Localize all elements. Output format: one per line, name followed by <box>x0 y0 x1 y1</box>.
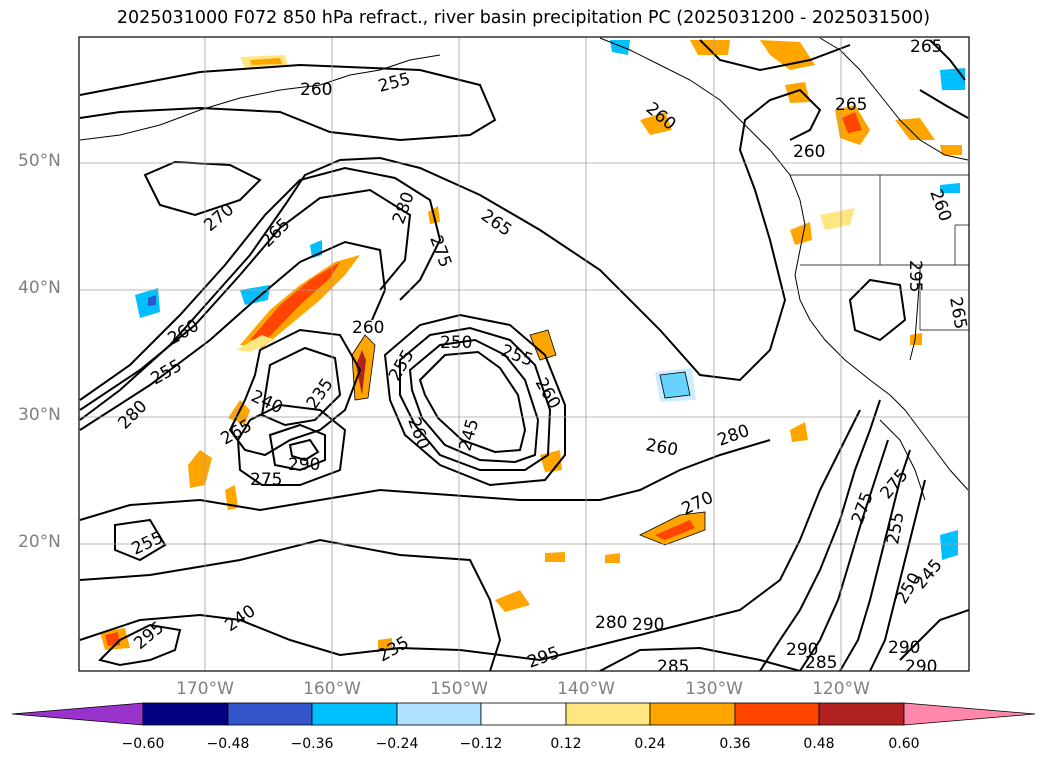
contour-label: 290 <box>632 615 664 635</box>
colorbar-tick-label: −0.48 <box>206 736 250 752</box>
colorbar-segment <box>818 702 905 726</box>
contour-label: 265 <box>477 206 515 241</box>
latitude-label: 20°N <box>18 532 61 552</box>
contour-label: 240 <box>248 386 286 418</box>
contour-label: 260 <box>644 435 679 460</box>
contour-label: 260 <box>531 375 565 413</box>
contour-label: 275 <box>848 489 878 526</box>
contour-label: 275 <box>250 470 282 490</box>
contour-label: 275 <box>877 465 913 503</box>
longitude-label: 130°W <box>685 679 743 699</box>
plot-area: 265 255 260 265 260 260 270 265 280 275 … <box>79 37 970 677</box>
contour-label: 275 <box>425 233 455 270</box>
contour-label: 245 <box>456 417 484 454</box>
colorbar-segment <box>227 702 313 726</box>
latitude-label: 30°N <box>18 405 61 425</box>
contour-label: 290 <box>786 640 818 660</box>
colorbar <box>11 702 1036 726</box>
colorbar-extend-high <box>903 702 1036 726</box>
longitude-label: 170°W <box>176 679 234 699</box>
contour-label: 280 <box>389 189 419 226</box>
contour-label: 295 <box>130 618 168 654</box>
contour-label: 270 <box>200 200 238 236</box>
shading-outlines <box>351 329 706 546</box>
contour-label: 290 <box>888 638 920 658</box>
colorbar-tick-label: 0.60 <box>888 736 920 752</box>
contour-label: 250 <box>440 333 472 353</box>
contour-label: 290 <box>288 455 320 475</box>
precipitation-shading <box>100 40 965 650</box>
colorbar-segment <box>480 702 567 726</box>
latitude-label: 40°N <box>18 278 61 298</box>
colorbar-tick-label: −0.12 <box>459 736 503 752</box>
colorbar-tick-label: 0.48 <box>803 736 835 752</box>
contour-label: 255 <box>376 69 413 97</box>
contour-label: 265 <box>257 214 294 251</box>
colorbar-segment <box>396 702 482 726</box>
contour-label: 255 <box>883 510 908 545</box>
contour-label: 260 <box>300 80 332 100</box>
contour-label: 280 <box>595 613 627 633</box>
colorbar-tick-label: 0.24 <box>634 736 666 752</box>
political-boundaries <box>790 174 969 331</box>
colorbar-tick-label: 0.36 <box>719 736 751 752</box>
map-frame <box>78 36 970 672</box>
contour-label: 235 <box>375 633 413 667</box>
colorbar-segment <box>734 702 820 726</box>
colorbar-extend-low <box>11 702 144 726</box>
colorbar-segment <box>649 702 736 726</box>
contour-label: 260 <box>352 318 384 338</box>
contour-label: 285 <box>805 653 837 673</box>
longitude-label: 140°W <box>557 679 615 699</box>
longitude-label: 160°W <box>303 679 361 699</box>
colorbar-tick-label: −0.60 <box>121 736 165 752</box>
contour-label: 255 <box>385 346 419 384</box>
colorbar-tick-label: 0.12 <box>550 736 582 752</box>
contour-label: 235 <box>303 375 338 413</box>
contour-label: 265 <box>945 295 970 330</box>
colorbar-segment <box>142 702 229 726</box>
longitude-label: 150°W <box>430 679 488 699</box>
colorbar-segment <box>565 702 651 726</box>
contour-label: 265 <box>910 37 942 57</box>
contour-label: 260 <box>403 415 433 452</box>
contour-label: 265 <box>835 95 867 115</box>
contour-label: 290 <box>905 657 937 677</box>
longitude-label: 120°W <box>812 679 870 699</box>
contour-label: 255 <box>498 341 535 371</box>
contour-label: 295 <box>905 260 925 292</box>
contour-label: 280 <box>114 396 151 433</box>
colorbar-tick-label: −0.36 <box>290 736 334 752</box>
refractivity-contours <box>79 39 969 671</box>
contour-label: 240 <box>221 601 259 636</box>
colorbar-tick-label: −0.24 <box>375 736 419 752</box>
latitude-label: 50°N <box>18 151 61 171</box>
contour-label: 295 <box>525 643 562 673</box>
map-title: 2025031000 F072 850 hPa refract., river … <box>116 8 931 28</box>
contour-label: 260 <box>793 142 825 162</box>
graticule <box>79 37 969 671</box>
colorbar-segment <box>311 702 398 726</box>
contour-label: 285 <box>657 657 689 677</box>
